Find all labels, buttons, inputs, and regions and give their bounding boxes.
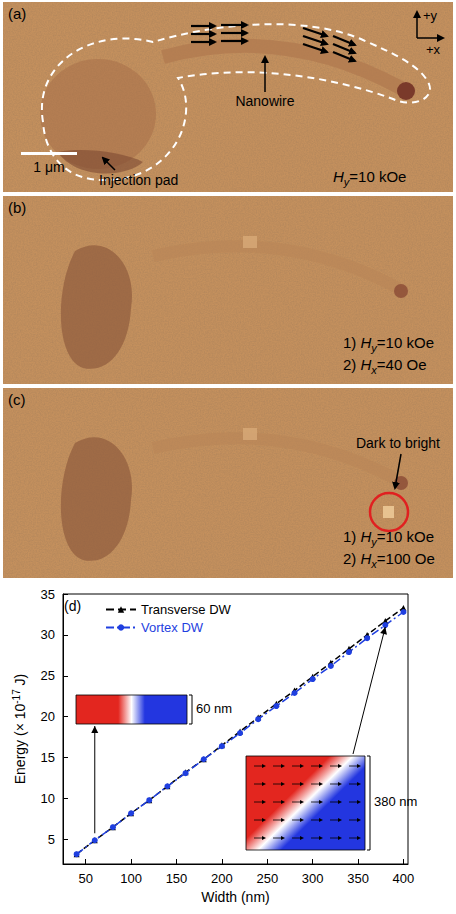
svg-text:300: 300 <box>302 871 324 886</box>
svg-text:Width (nm): Width (nm) <box>201 889 269 905</box>
svg-text:1 μm: 1 μm <box>33 159 64 175</box>
svg-text:200: 200 <box>211 871 233 886</box>
svg-text:Hy=10 kOe: Hy=10 kOe <box>333 168 406 188</box>
svg-text:2) Hx=40 Oe: 2) Hx=40 Oe <box>343 356 426 376</box>
svg-text:15: 15 <box>41 750 55 765</box>
svg-text:25: 25 <box>41 668 55 683</box>
svg-text:380 nm: 380 nm <box>374 794 417 809</box>
svg-text:60 nm: 60 nm <box>196 701 232 716</box>
svg-text:20: 20 <box>41 709 55 724</box>
svg-text:Vortex DW: Vortex DW <box>141 620 204 635</box>
svg-text:-17: -17 <box>11 689 22 704</box>
svg-text:150: 150 <box>166 871 188 886</box>
svg-text:1) Hy=10 kOe: 1) Hy=10 kOe <box>343 334 434 354</box>
svg-text:5: 5 <box>48 832 55 847</box>
svg-text:30: 30 <box>41 627 55 642</box>
svg-text:+x: +x <box>426 42 441 57</box>
svg-text:(a): (a) <box>8 5 26 22</box>
svg-text:250: 250 <box>256 871 278 886</box>
svg-text:1) Hy=10 kOe: 1) Hy=10 kOe <box>343 528 434 548</box>
svg-text:Injection pad: Injection pad <box>99 172 178 188</box>
svg-text:(d): (d) <box>64 598 81 614</box>
svg-text:50: 50 <box>78 871 92 886</box>
svg-text:J): J) <box>12 674 28 690</box>
svg-text:Dark to bright: Dark to bright <box>356 435 440 451</box>
svg-text:Nanowire: Nanowire <box>235 93 294 109</box>
svg-text:400: 400 <box>393 871 415 886</box>
svg-text:350: 350 <box>347 871 369 886</box>
svg-text:10: 10 <box>41 791 55 806</box>
svg-text:2) Hx=100 Oe: 2) Hx=100 Oe <box>343 550 435 570</box>
svg-text:(c): (c) <box>8 391 26 408</box>
svg-text:+y: +y <box>423 8 438 23</box>
svg-text:Transverse DW: Transverse DW <box>141 602 232 617</box>
svg-text:100: 100 <box>120 871 142 886</box>
svg-text:Energy (× 10: Energy (× 10 <box>12 704 28 785</box>
svg-text:35: 35 <box>41 587 55 602</box>
svg-text:(b): (b) <box>8 199 26 216</box>
